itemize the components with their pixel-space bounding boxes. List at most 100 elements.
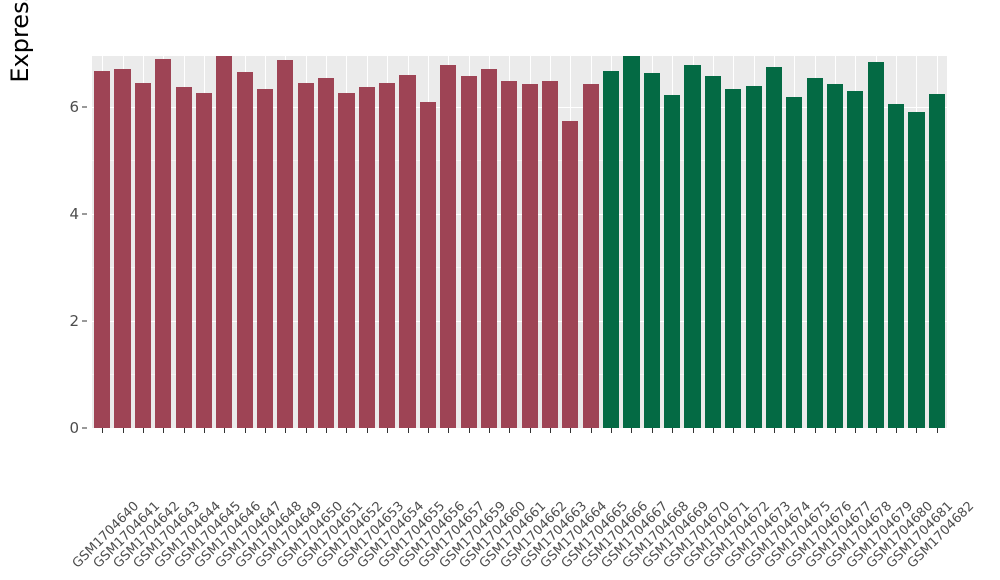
x-axis-tick-mark [916,428,917,433]
y-axis-tick-mark [82,427,87,429]
bar[interactable] [541,80,559,428]
bar[interactable] [94,71,111,428]
y-axis-tick-mark [82,106,87,108]
bar[interactable] [888,103,905,428]
bar[interactable] [114,69,131,428]
x-axis-tick-mark [876,428,877,433]
y-axis-tick-label: 4 [69,204,79,223]
x-axis-tick-mark [285,428,286,433]
x-axis-tick-mark [184,428,185,433]
x-axis-tick-mark [794,428,795,433]
bar[interactable] [338,93,355,428]
x-axis-tick-mark [163,428,164,433]
bar[interactable] [908,111,925,428]
y-axis: 0 2 4 6 [0,0,92,580]
x-axis-tick-mark [591,428,592,433]
bar[interactable] [440,64,457,428]
bar[interactable] [643,73,660,428]
gridline-major-y [92,320,947,322]
bar[interactable] [379,83,396,428]
bar[interactable] [399,75,416,428]
bar[interactable] [277,60,294,428]
y-axis-tick-label: 2 [69,311,79,330]
x-axis-tick-mark [123,428,124,433]
x-axis-tick-mark [143,428,144,433]
bar[interactable] [623,56,640,428]
x-axis-tick-mark [469,428,470,433]
y-axis-tick-label: 0 [69,419,79,437]
bar[interactable] [155,58,172,428]
x-axis-tick-mark [733,428,734,433]
bar[interactable] [419,101,436,428]
x-axis-tick-mark [713,428,714,433]
bar[interactable] [216,56,233,428]
x-axis-tick-mark [204,428,205,433]
x-axis-tick-mark [346,428,347,433]
x-axis-tick-mark [509,428,510,433]
gridline-major-y [92,213,947,215]
x-axis-tick-mark [672,428,673,433]
bar[interactable] [358,86,375,428]
bar[interactable] [460,75,477,428]
bar[interactable] [582,84,599,428]
x-axis-tick-mark [326,428,327,433]
bar[interactable] [134,82,151,428]
bar[interactable] [928,94,945,428]
bar[interactable] [847,90,864,428]
y-axis-tick-mark [82,320,87,322]
x-axis-tick-mark [937,428,938,433]
plot-panel [92,56,947,428]
x-axis-tick-mark [815,428,816,433]
bar[interactable] [765,66,782,428]
x-axis-tick-mark [896,428,897,433]
bar[interactable] [562,120,579,428]
x-axis-tick-mark [265,428,266,433]
x-axis-tick-mark [367,428,368,433]
gridline-minor-y [92,160,947,162]
x-axis-tick-mark [245,428,246,433]
x-axis-tick-mark [652,428,653,433]
x-axis-tick-mark [693,428,694,433]
bar[interactable] [867,62,884,428]
x-axis-tick-mark [835,428,836,433]
bar[interactable] [826,83,844,428]
x-axis-tick-mark [306,428,307,433]
x-axis-tick-mark [102,428,103,433]
bar[interactable] [175,86,192,428]
bar[interactable] [806,77,823,428]
bar[interactable] [297,82,314,428]
bar[interactable] [704,75,721,428]
x-axis-tick-mark [754,428,755,433]
bar[interactable] [603,71,620,428]
x-axis-tick-mark [428,428,429,433]
gridline-major-y [92,106,947,108]
x-axis-tick-mark [570,428,571,433]
bar[interactable] [786,97,803,428]
x-axis-tick-mark [550,428,551,433]
bar[interactable] [236,71,253,428]
bar[interactable] [725,89,742,428]
x-axis-tick-mark [408,428,409,433]
x-axis-tick-mark [489,428,490,433]
bar[interactable] [501,80,518,428]
bar[interactable] [664,95,681,428]
bar[interactable] [256,89,274,428]
x-axis-tick-mark [774,428,775,433]
x-axis-tick-mark [855,428,856,433]
bar[interactable] [745,85,762,428]
gridline-minor-y [92,267,947,269]
x-axis-tick-mark [611,428,612,433]
bar[interactable] [684,64,701,428]
x-axis-tick-mark [387,428,388,433]
bar[interactable] [318,77,335,428]
bar[interactable] [195,93,212,428]
y-axis-tick-mark [82,213,87,215]
bar[interactable] [480,69,497,428]
x-axis-tick-mark [448,428,449,433]
y-axis-tick-label: 6 [69,97,79,116]
x-axis-tick-mark [224,428,225,433]
bar[interactable] [521,84,538,428]
x-axis-tick-mark [631,428,632,433]
x-axis-tick-mark [530,428,531,433]
